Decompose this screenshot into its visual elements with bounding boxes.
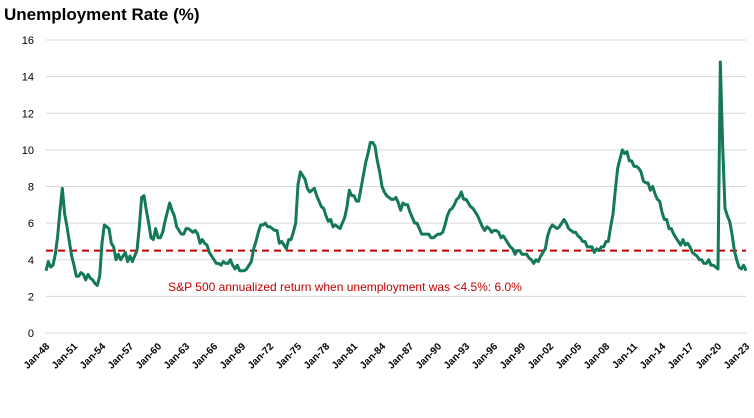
y-tick-label: 14 xyxy=(22,72,34,84)
x-tick-label: Jan-90 xyxy=(414,341,444,371)
x-tick-label: Jan-69 xyxy=(218,341,248,371)
y-tick-label: 12 xyxy=(22,108,34,120)
x-tick-label: Jan-66 xyxy=(190,341,220,371)
y-tick-label: 8 xyxy=(28,182,34,194)
x-tick-label: Jan-93 xyxy=(442,341,472,371)
x-tick-label: Jan-20 xyxy=(694,341,724,371)
x-tick-label: Jan-08 xyxy=(582,341,612,371)
x-tick-label: Jan-81 xyxy=(330,341,360,371)
x-tick-label: Jan-99 xyxy=(498,341,528,371)
x-tick-label: Jan-72 xyxy=(246,341,276,371)
y-tick-label: 2 xyxy=(28,291,34,303)
x-tick-label: Jan-96 xyxy=(470,341,500,371)
x-tick-label: Jan-14 xyxy=(638,341,668,371)
data-line xyxy=(44,60,748,287)
x-tick-label: Jan-78 xyxy=(302,341,332,371)
x-tick-label: Jan-84 xyxy=(358,341,388,371)
y-tick-label: 0 xyxy=(28,328,34,340)
y-tick-label: 4 xyxy=(28,255,34,267)
x-tick-label: Jan-63 xyxy=(162,341,192,371)
x-tick-label: Jan-57 xyxy=(106,341,136,371)
x-tick-label: Jan-05 xyxy=(554,341,584,371)
x-tick-label: Jan-02 xyxy=(526,341,556,371)
x-tick-label: Jan-75 xyxy=(274,341,304,371)
x-tick-label: Jan-11 xyxy=(610,341,640,371)
y-tick-label: 10 xyxy=(22,145,34,157)
x-tick-label: Jan-87 xyxy=(386,341,416,371)
x-tick-label: Jan-48 xyxy=(22,341,52,371)
x-tick-label: Jan-60 xyxy=(134,341,164,371)
x-tick-label: Jan-51 xyxy=(50,341,80,371)
y-tick-label: 16 xyxy=(22,35,34,47)
x-tick-label: Jan-54 xyxy=(78,341,108,371)
chart-title: Unemployment Rate (%) xyxy=(4,5,200,24)
annotation: S&P 500 annualized return when unemploym… xyxy=(168,280,522,294)
x-tick-label: Jan-17 xyxy=(666,341,696,371)
x-tick-label: Jan-23 xyxy=(722,341,752,371)
y-tick-label: 6 xyxy=(28,218,34,230)
